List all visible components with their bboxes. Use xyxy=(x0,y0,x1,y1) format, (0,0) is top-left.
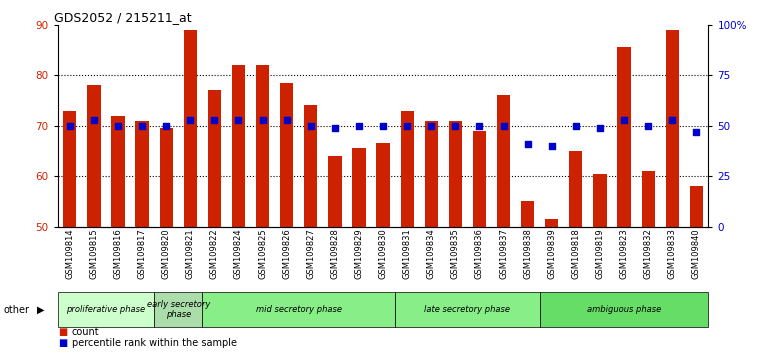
Bar xyxy=(58,292,154,327)
Bar xyxy=(112,115,125,227)
Point xyxy=(329,125,341,131)
Bar xyxy=(377,143,390,227)
Text: GSM109838: GSM109838 xyxy=(523,228,532,279)
Bar xyxy=(63,110,76,227)
Point xyxy=(64,123,76,129)
Point xyxy=(233,117,245,122)
Point xyxy=(425,123,437,129)
Point xyxy=(377,123,389,129)
Text: percentile rank within the sample: percentile rank within the sample xyxy=(72,338,236,348)
Text: count: count xyxy=(72,327,99,337)
Bar xyxy=(280,83,293,227)
Text: GSM109840: GSM109840 xyxy=(692,228,701,279)
Text: GSM109832: GSM109832 xyxy=(644,228,653,279)
Point xyxy=(449,123,461,129)
Point xyxy=(353,123,365,129)
Text: GSM109821: GSM109821 xyxy=(186,228,195,279)
Text: GSM109828: GSM109828 xyxy=(330,228,340,279)
Text: GSM109833: GSM109833 xyxy=(668,228,677,279)
Text: ▶: ▶ xyxy=(37,305,45,315)
Text: GSM109839: GSM109839 xyxy=(547,228,556,279)
Bar xyxy=(569,151,582,227)
Bar xyxy=(449,121,462,227)
Text: GSM109835: GSM109835 xyxy=(451,228,460,279)
Bar xyxy=(400,110,413,227)
Text: GSM109826: GSM109826 xyxy=(282,228,291,279)
Point xyxy=(88,117,100,122)
Point xyxy=(401,123,413,129)
Point xyxy=(618,117,630,122)
Text: GSM109834: GSM109834 xyxy=(427,228,436,279)
Bar xyxy=(521,201,534,227)
Text: late secretory phase: late secretory phase xyxy=(424,305,511,314)
Point xyxy=(208,117,220,122)
Text: GSM109823: GSM109823 xyxy=(620,228,628,279)
Text: GSM109816: GSM109816 xyxy=(113,228,122,279)
Bar xyxy=(304,105,317,227)
Text: mid secretory phase: mid secretory phase xyxy=(256,305,342,314)
Bar xyxy=(497,95,511,227)
Point xyxy=(521,141,534,147)
Point xyxy=(474,123,486,129)
Point xyxy=(570,123,582,129)
Bar xyxy=(665,30,679,227)
Bar xyxy=(473,131,486,227)
Bar xyxy=(690,186,703,227)
Point xyxy=(497,123,510,129)
Point xyxy=(160,123,172,129)
Point xyxy=(642,123,654,129)
Point xyxy=(184,117,196,122)
Bar xyxy=(87,85,101,227)
Text: early secretory
phase: early secretory phase xyxy=(146,300,210,319)
Point xyxy=(136,123,149,129)
Text: GSM109836: GSM109836 xyxy=(475,228,484,279)
Point xyxy=(546,143,558,149)
Point xyxy=(690,129,702,135)
Bar xyxy=(594,173,607,227)
Text: ambiguous phase: ambiguous phase xyxy=(587,305,661,314)
Text: GSM109830: GSM109830 xyxy=(379,228,387,279)
Text: proliferative phase: proliferative phase xyxy=(66,305,146,314)
Text: GSM109831: GSM109831 xyxy=(403,228,412,279)
Text: GSM109820: GSM109820 xyxy=(162,228,171,279)
Bar xyxy=(540,292,708,327)
Bar xyxy=(641,171,654,227)
Point xyxy=(112,123,124,129)
Point xyxy=(666,117,678,122)
Bar xyxy=(328,156,342,227)
Text: GDS2052 / 215211_at: GDS2052 / 215211_at xyxy=(55,11,192,24)
Text: GSM109819: GSM109819 xyxy=(595,228,604,279)
Text: other: other xyxy=(4,305,30,315)
Bar xyxy=(136,121,149,227)
Bar xyxy=(395,292,540,327)
Text: ■: ■ xyxy=(58,338,67,348)
Bar xyxy=(203,292,395,327)
Text: GSM109818: GSM109818 xyxy=(571,228,581,279)
Bar xyxy=(353,148,366,227)
Text: GSM109829: GSM109829 xyxy=(354,228,363,279)
Text: GSM109817: GSM109817 xyxy=(138,228,146,279)
Bar xyxy=(154,292,203,327)
Point xyxy=(280,117,293,122)
Point xyxy=(256,117,269,122)
Bar xyxy=(424,121,438,227)
Text: GSM109814: GSM109814 xyxy=(65,228,74,279)
Bar xyxy=(545,219,558,227)
Bar xyxy=(208,90,221,227)
Bar xyxy=(232,65,245,227)
Bar xyxy=(256,65,270,227)
Bar xyxy=(618,47,631,227)
Text: GSM109824: GSM109824 xyxy=(234,228,243,279)
Text: GSM109822: GSM109822 xyxy=(210,228,219,279)
Text: GSM109837: GSM109837 xyxy=(499,228,508,279)
Text: ■: ■ xyxy=(58,327,67,337)
Text: GSM109827: GSM109827 xyxy=(306,228,315,279)
Bar xyxy=(184,30,197,227)
Text: GSM109825: GSM109825 xyxy=(258,228,267,279)
Bar xyxy=(159,128,172,227)
Text: GSM109815: GSM109815 xyxy=(89,228,99,279)
Point xyxy=(594,125,606,131)
Point xyxy=(305,123,317,129)
